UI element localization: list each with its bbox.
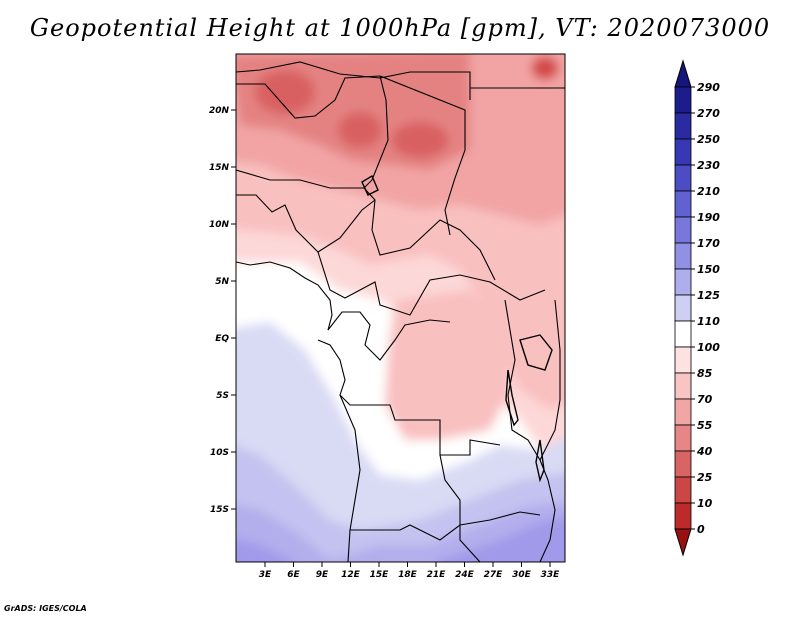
- lat-tick-label: 15S: [210, 505, 229, 515]
- border-north-1: [236, 61, 471, 100]
- field-red-northeast: [531, 56, 559, 80]
- colorbar-swatch: [674, 164, 692, 192]
- lon-tick-label: 6E: [287, 570, 300, 580]
- colorbar-swatch: [674, 398, 692, 426]
- colorbar-swatch: [674, 502, 692, 530]
- colorbar-swatch: [674, 476, 692, 504]
- lat-tick-label: 10S: [210, 448, 229, 458]
- colorbar-label: 0: [697, 523, 705, 536]
- colorbar-label: 230: [697, 159, 720, 172]
- border-zambia: [439, 454, 481, 562]
- colorbar-label: 110: [697, 315, 720, 328]
- colorbar-swatch: [674, 190, 692, 218]
- colorbar-label: 150: [697, 263, 720, 276]
- lat-tick-label: 5S: [216, 391, 229, 401]
- colorbar: 2902702502302101901701501251101008570554…: [674, 59, 720, 557]
- border-algeria-niger: [236, 75, 381, 119]
- lat-tick-label: 5N: [215, 277, 229, 287]
- border-cameroon-car: [317, 251, 546, 316]
- colorbar-label: 125: [697, 289, 720, 302]
- lon-tick-label: 15E: [370, 570, 390, 580]
- field-red-east: [392, 122, 448, 158]
- colorbar-swatch: [674, 86, 692, 114]
- lon-tick-label: 30E: [512, 570, 532, 580]
- colorbar-label: 170: [697, 237, 720, 250]
- border-nigeria: [236, 194, 376, 253]
- colorbar-top-arrow: [674, 59, 692, 88]
- colorbar-swatch: [674, 268, 692, 296]
- colorbar-swatch: [674, 216, 692, 244]
- lat-tick-label: 10N: [209, 220, 230, 230]
- lake-chad: [361, 174, 379, 196]
- lon-tick-label: 33E: [541, 570, 561, 580]
- colorbar-swatch: [674, 242, 692, 270]
- lon-tick-label: 12E: [341, 570, 361, 580]
- lon-tick-label: 24E: [455, 570, 475, 580]
- map-frame: [235, 53, 566, 563]
- colorbar-swatch: [674, 450, 692, 478]
- border-east-lakes: [504, 299, 561, 462]
- field-red-west: [255, 70, 315, 114]
- colorbar-bottom-arrow: [674, 528, 692, 557]
- country-borders: [236, 61, 565, 562]
- colorbar-label: 100: [697, 341, 720, 354]
- field-pink-light-south: [385, 290, 510, 440]
- border-drc-west: [317, 339, 501, 456]
- colorbar-swatch: [674, 372, 692, 400]
- border-angola-coast: [339, 394, 361, 562]
- field-red-central: [338, 112, 382, 148]
- lon-tick-label: 3E: [259, 570, 272, 580]
- lon-tick-label: 9E: [316, 570, 329, 580]
- colorbar-swatch: [674, 320, 692, 348]
- colorbar-label: 270: [697, 107, 720, 120]
- border-angola-south: [350, 511, 541, 541]
- lake-malawi: [535, 439, 545, 483]
- lake-victoria: [519, 334, 553, 371]
- colorbar-swatch: [674, 138, 692, 166]
- lat-tick-label: 15N: [209, 163, 230, 173]
- colorbar-label: 55: [697, 419, 713, 432]
- field-lav-dark: [236, 517, 565, 562]
- border-gabon-congo: [327, 311, 451, 361]
- map-title: Geopotential Height at 1000hPa [gpm], VT…: [29, 14, 771, 42]
- colorbar-label: 70: [697, 393, 713, 406]
- colorbar-label: 190: [697, 211, 720, 224]
- lakes: [361, 174, 553, 483]
- colorbar-swatch: [674, 424, 692, 452]
- border-gulf-coast: [236, 261, 333, 331]
- lon-tick-label: 21E: [427, 570, 447, 580]
- colorbar-label: 40: [696, 445, 713, 458]
- grads-credit: GrADS: IGES/COLA: [4, 604, 87, 613]
- colorbar-label: 85: [697, 367, 713, 380]
- lake-tanganyika: [505, 369, 519, 427]
- border-chad-car: [371, 219, 496, 281]
- colorbar-label: 250: [697, 133, 720, 146]
- colorbar-swatch: [674, 112, 692, 140]
- colorbar-swatch: [674, 294, 692, 322]
- colorbar-swatch: [674, 346, 692, 374]
- shaded-field: [236, 54, 565, 562]
- colorbar-label: 290: [697, 81, 720, 94]
- lat-tick-label: 20N: [209, 106, 230, 116]
- colorbar-label: 25: [697, 471, 713, 484]
- border-niger-chad: [363, 75, 389, 189]
- border-chad-sudan: [379, 75, 466, 236]
- lon-tick-label: 27E: [484, 570, 504, 580]
- lat-tick-label: EQ: [215, 334, 229, 344]
- colorbar-label: 210: [697, 185, 720, 198]
- border-mozambique: [539, 459, 556, 562]
- colorbar-label: 10: [697, 497, 713, 510]
- lon-tick-label: 18E: [398, 570, 418, 580]
- latitude-axis: 20N 15N 10N 5N EQ 5S 10S 15S: [209, 106, 236, 515]
- longitude-axis: 3E 6E 9E 12E 15E 18E 21E 24E 27E 30E 33E: [259, 562, 560, 580]
